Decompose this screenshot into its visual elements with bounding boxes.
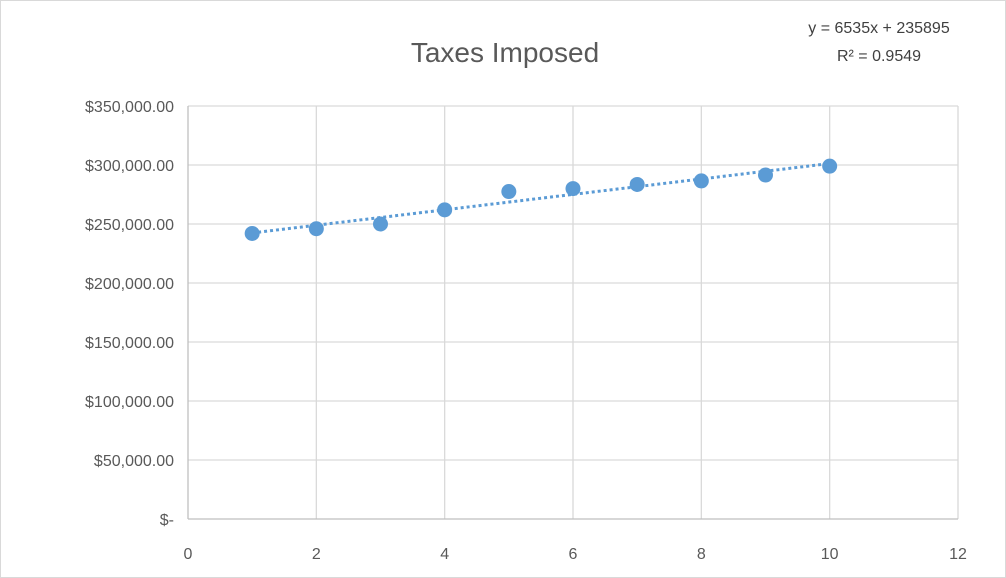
data-point [758, 167, 773, 183]
data-point [308, 221, 324, 237]
chart-title: Taxes Imposed [411, 37, 599, 68]
linear-trendline [251, 162, 830, 235]
y-tick-label: $300,000.00 [85, 158, 174, 175]
x-tick-label: 6 [569, 546, 578, 563]
y-tick-label: $50,000.00 [94, 453, 174, 470]
data-point [693, 173, 709, 189]
trendline-layer [251, 162, 830, 235]
tick-labels: $- $50,000.00 $100,000.00 $150,000.00 $200,0… [85, 99, 967, 563]
x-tick-label: 10 [821, 546, 839, 563]
y-tick-label: $250,000.00 [85, 217, 174, 234]
data-point [373, 216, 388, 232]
x-tick-label: 4 [440, 546, 449, 563]
x-tick-label: 12 [949, 546, 967, 563]
trendline-r-squared: R² = 0.9549 [837, 48, 921, 65]
data-point [565, 181, 581, 197]
y-tick-label: $150,000.00 [85, 335, 174, 352]
axes [187, 106, 958, 520]
y-tick-label: $100,000.00 [85, 394, 174, 411]
data-points [244, 158, 838, 241]
data-point [244, 225, 260, 241]
y-tick-label: $200,000.00 [85, 276, 174, 293]
y-tick-label: $350,000.00 [85, 99, 174, 116]
trendline-equation: y = 6535x + 235895 [808, 20, 950, 37]
data-point [822, 158, 838, 174]
x-tick-label: 8 [697, 546, 706, 563]
data-point [437, 202, 453, 218]
y-tick-label: $- [160, 512, 174, 529]
x-tick-label: 2 [312, 546, 321, 563]
data-point [501, 184, 517, 200]
x-tick-label: 0 [184, 546, 193, 563]
data-point [629, 176, 645, 192]
gridlines [188, 105, 959, 519]
